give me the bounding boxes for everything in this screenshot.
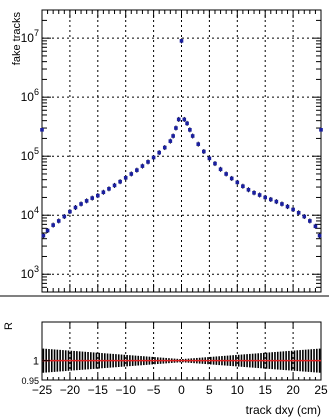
top-data-point: [280, 202, 284, 206]
top-data-point: [188, 128, 192, 132]
top-data-point: [146, 160, 150, 164]
top-edge-point: [40, 128, 44, 132]
bottom-x-ticks: −25 −20 −15 −10 −5 0 5 10 15 20 25: [32, 322, 328, 397]
top-y-tick-base: 10: [21, 31, 35, 45]
bottom-x-tick-label: −5: [147, 383, 161, 397]
bottom-x-tick-label: 15: [259, 383, 273, 397]
top-data-point: [157, 150, 161, 155]
top-data-point: [176, 117, 181, 122]
top-data-point: [213, 161, 217, 166]
top-y-tick-label: 103: [21, 264, 39, 281]
top-y-tick-label: 105: [21, 146, 39, 163]
top-data-point: [79, 202, 83, 206]
top-data-point: [291, 207, 295, 212]
top-data-point: [182, 117, 187, 122]
top-data-point: [207, 156, 212, 161]
bottom-x-tick-label: 0: [178, 383, 185, 397]
top-y-tick-exp: 6: [34, 87, 39, 97]
top-data-point: [190, 134, 195, 138]
top-y-tick-label: 107: [21, 28, 39, 45]
top-data-point: [62, 214, 67, 219]
top-data-point: [274, 199, 279, 204]
bottom-y-tick-label: 1: [33, 356, 39, 368]
bottom-y-ticks: 10.95: [21, 356, 50, 386]
top-data-point: [96, 193, 100, 198]
bottom-x-tick-label: −25: [32, 383, 53, 397]
top-y-tick-label: 106: [21, 87, 39, 104]
bottom-x-tick-label: −20: [60, 383, 81, 397]
top-y-axis-label: fake tracks: [11, 12, 23, 66]
top-data-point: [229, 176, 234, 181]
top-data-point: [308, 219, 312, 223]
top-edge-point: [319, 128, 323, 132]
top-data-point: [73, 205, 78, 210]
top-data-point: [90, 196, 95, 200]
top-y-tick-exp: 4: [34, 205, 39, 215]
top-x-ticks: [41, 10, 322, 292]
top-data-point: [101, 190, 106, 195]
top-data-point: [285, 204, 290, 209]
top-data-point: [268, 197, 273, 202]
top-data-point: [252, 190, 256, 195]
top-data-point: [224, 172, 228, 176]
top-data-point: [140, 164, 145, 168]
top-data-point: [162, 145, 167, 150]
top-data-point: [257, 193, 262, 197]
top-data-point: [174, 126, 178, 130]
bottom-panel: 10.95 −25 −20 −15 −10 −5 0 5 10 15 20 25 R track d…: [3, 321, 328, 417]
top-y-tick-exp: 3: [34, 264, 39, 274]
top-data-point: [51, 223, 55, 227]
top-y-tick-base: 10: [21, 208, 35, 222]
top-data-point: [45, 228, 50, 233]
bottom-y-axis-label: R: [3, 322, 15, 330]
top-data-point: [129, 172, 134, 176]
bottom-x-tick-label: 10: [231, 383, 245, 397]
bottom-plot-frame: [41, 321, 322, 381]
x-axis-label: track dxy (cm): [246, 403, 321, 417]
top-data-point: [317, 233, 322, 238]
top-data-point: [202, 149, 206, 154]
bottom-x-tick-label: −15: [88, 383, 109, 397]
top-y-tick-exp: 7: [34, 28, 39, 38]
top-data-point: [84, 199, 89, 203]
top-y-tick-base: 10: [21, 149, 35, 163]
top-data-point: [171, 134, 175, 138]
top-data-point: [151, 155, 156, 160]
top-data-point: [68, 209, 72, 214]
top-data-point: [246, 187, 251, 192]
top-data-point: [241, 184, 245, 189]
top-y-tick-base: 10: [21, 267, 35, 281]
top-data-point: [56, 219, 61, 223]
top-data-point: [107, 187, 111, 191]
top-data-point: [302, 214, 307, 219]
bottom-x-tick-label: 20: [286, 383, 300, 397]
top-data-points: [40, 38, 323, 239]
top-data-point: [112, 183, 117, 188]
top-data-point: [263, 195, 267, 200]
bottom-x-tick-label: −10: [116, 383, 137, 397]
top-data-point: [185, 121, 189, 126]
top-data-point: [123, 176, 128, 180]
top-data-point: [168, 139, 173, 143]
top-data-point: [135, 168, 139, 172]
top-y-tick-label: 104: [21, 205, 39, 222]
top-data-point: [41, 233, 46, 238]
top-gridlines: [42, 10, 321, 292]
top-data-point: [179, 39, 184, 43]
top-y-tick-base: 10: [21, 90, 35, 104]
top-data-point: [218, 167, 223, 172]
top-data-point: [235, 180, 240, 185]
bottom-x-tick-label: 25: [314, 383, 328, 397]
bottom-gridlines: [42, 322, 321, 380]
top-data-point: [118, 179, 122, 184]
top-y-tick-exp: 5: [34, 146, 39, 156]
bottom-y-tick-label: 0.95: [21, 376, 39, 386]
top-data-point: [196, 142, 201, 146]
bottom-x-tick-label: 5: [206, 383, 213, 397]
top-data-point: [296, 210, 301, 215]
top-data-point: [313, 224, 318, 229]
